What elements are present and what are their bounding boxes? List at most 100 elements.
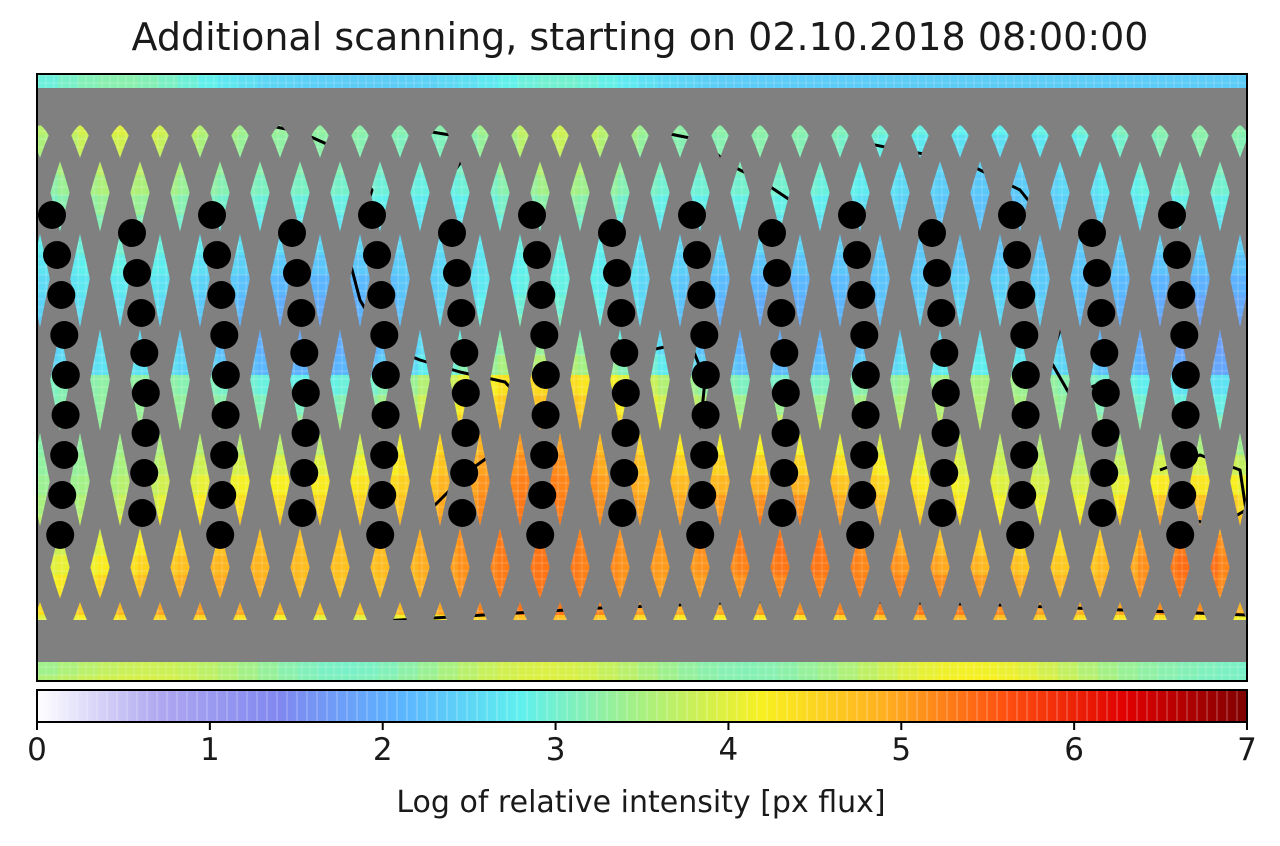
scan-marker bbox=[290, 339, 319, 367]
scan-marker bbox=[451, 419, 480, 447]
scan-marker bbox=[1011, 401, 1040, 429]
scan-marker bbox=[847, 281, 876, 309]
colorbar-tick-label: 5 bbox=[891, 732, 912, 768]
scan-marker bbox=[1010, 321, 1039, 349]
scan-marker bbox=[1087, 299, 1116, 327]
scan-marker bbox=[768, 499, 797, 527]
scan-marker bbox=[1091, 419, 1120, 447]
scan-marker bbox=[206, 521, 235, 549]
scan-marker bbox=[198, 201, 226, 229]
map-frame bbox=[36, 73, 1248, 682]
scan-marker bbox=[131, 419, 160, 447]
scan-marker bbox=[38, 201, 66, 229]
scan-marker bbox=[927, 299, 956, 327]
scan-marker bbox=[531, 361, 560, 389]
scan-marker bbox=[51, 361, 80, 389]
colorbar-tick-label: 4 bbox=[718, 732, 739, 768]
scan-marker bbox=[130, 339, 159, 367]
colorbar-ticks bbox=[36, 722, 1248, 730]
colorbar-frame bbox=[36, 689, 1248, 723]
scan-marker bbox=[1170, 441, 1199, 469]
scan-track bbox=[38, 105, 1246, 655]
scan-marker bbox=[1010, 441, 1039, 469]
scan-marker bbox=[208, 481, 237, 509]
scan-marker bbox=[530, 321, 559, 349]
scan-marker bbox=[450, 459, 479, 487]
figure-title: Additional scanning, starting on 02.10.2… bbox=[131, 15, 1149, 59]
scan-marker bbox=[690, 441, 719, 469]
scan-marker bbox=[118, 219, 146, 247]
scan-marker bbox=[1083, 259, 1111, 287]
scan-marker bbox=[608, 499, 637, 527]
scan-marker bbox=[998, 201, 1026, 229]
scan-marker bbox=[123, 259, 151, 287]
scan-marker bbox=[448, 499, 477, 527]
scan-marker bbox=[130, 459, 159, 487]
scan-marker bbox=[1163, 241, 1191, 269]
scan-marker bbox=[203, 241, 231, 269]
scan-marker bbox=[1007, 281, 1036, 309]
scan-marker bbox=[846, 521, 875, 549]
scan-marker bbox=[288, 499, 317, 527]
scan-marker bbox=[47, 281, 76, 309]
scan-marker bbox=[211, 401, 240, 429]
scan-marker bbox=[1091, 379, 1120, 407]
scan-marker bbox=[928, 499, 957, 527]
scan-marker bbox=[370, 321, 399, 349]
colorbar-tick-label: 6 bbox=[1064, 732, 1084, 768]
colorbar-tick-label: 1 bbox=[199, 732, 220, 768]
scan-marker bbox=[1011, 361, 1040, 389]
scan-marker bbox=[1166, 521, 1195, 549]
scan-marker bbox=[447, 299, 476, 327]
scan-marker bbox=[843, 241, 871, 269]
scan-marker bbox=[290, 459, 319, 487]
scan-marker bbox=[46, 521, 75, 549]
scan-marker bbox=[930, 459, 959, 487]
scan-marker bbox=[528, 481, 557, 509]
scan-marker bbox=[1167, 281, 1196, 309]
scan-marker bbox=[691, 361, 720, 389]
scan-marker bbox=[291, 379, 320, 407]
scan-marker bbox=[1171, 401, 1200, 429]
scan-marker bbox=[851, 361, 880, 389]
scan-marker bbox=[688, 481, 717, 509]
polar-scan-band-south bbox=[38, 620, 1246, 662]
scan-marker bbox=[930, 339, 959, 367]
scan-marker bbox=[770, 339, 799, 367]
scan-marker bbox=[523, 241, 551, 269]
scan-marker bbox=[690, 321, 719, 349]
scan-marker bbox=[1158, 201, 1186, 229]
scan-track bbox=[38, 105, 1246, 655]
colorbar bbox=[36, 689, 1248, 730]
scan-marker bbox=[438, 219, 466, 247]
scan-marker bbox=[366, 521, 395, 549]
scan-marker bbox=[603, 259, 631, 287]
scan-marker bbox=[758, 219, 786, 247]
scan-marker bbox=[931, 379, 960, 407]
scan-marker bbox=[678, 201, 706, 229]
scan-marker bbox=[611, 419, 640, 447]
scan-marker bbox=[450, 339, 479, 367]
colorbar-grid bbox=[36, 690, 1238, 722]
scan-marker bbox=[43, 241, 71, 269]
scan-marker bbox=[763, 259, 791, 287]
scan-marker bbox=[1170, 321, 1199, 349]
scan-marker bbox=[1006, 521, 1035, 549]
scan-marker bbox=[531, 401, 560, 429]
scan-marker bbox=[210, 321, 239, 349]
scan-marker bbox=[131, 379, 160, 407]
scan-marker bbox=[848, 481, 877, 509]
scan-marker bbox=[367, 281, 396, 309]
scan-marker bbox=[530, 441, 559, 469]
scan-marker bbox=[610, 459, 639, 487]
scan-marker bbox=[451, 379, 480, 407]
scan-marker bbox=[1088, 499, 1117, 527]
scan-marker bbox=[1003, 241, 1031, 269]
scan-marker bbox=[1008, 481, 1037, 509]
scan-marker bbox=[850, 441, 879, 469]
scan-marker bbox=[610, 339, 639, 367]
scan-marker bbox=[518, 201, 546, 229]
scan-marker bbox=[770, 459, 799, 487]
scan-marker bbox=[527, 281, 556, 309]
scan-marker bbox=[370, 441, 399, 469]
